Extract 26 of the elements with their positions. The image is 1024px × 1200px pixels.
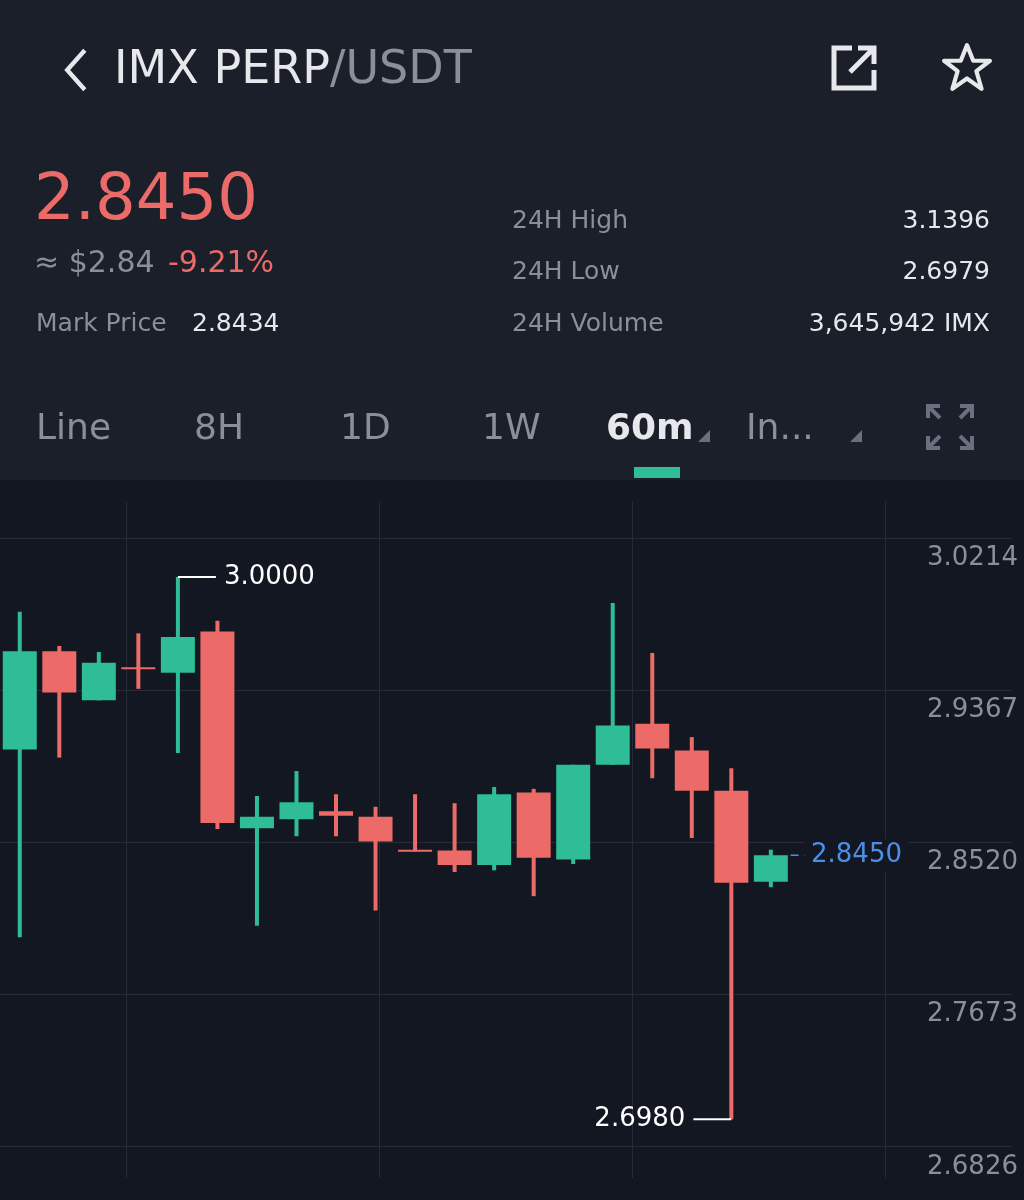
y-tick-label: 2.8520 (927, 845, 1018, 876)
ref-line-label: 2.8450 (811, 838, 902, 869)
y-tick-label: 2.6826 (927, 1149, 1018, 1180)
text: 2.8450 (34, 160, 258, 234)
annotation: 3.0000 (223, 559, 315, 590)
text: 1D (340, 406, 391, 447)
text: 2.6979 (902, 256, 990, 285)
y-tick-label: 2.9367 (927, 693, 1018, 724)
annotation: 2.6980 (594, 1101, 686, 1132)
text: 24H Low (512, 256, 620, 285)
text: Line (36, 406, 112, 447)
text: 8H (194, 406, 244, 447)
text: 3,645,942 IMX (808, 308, 990, 337)
text: 24H Volume (512, 308, 664, 337)
text: Mark Price (36, 308, 167, 337)
chart-title: IMX PERP/USDT (114, 40, 472, 94)
text: 2.8434 (192, 308, 280, 337)
text: 60m (606, 406, 694, 447)
text: ≈ $2.84 (34, 244, 155, 279)
text: 1W (482, 406, 541, 447)
text: -9.21% (168, 244, 275, 279)
text: 3.1396 (902, 205, 990, 234)
text: In... (746, 406, 814, 447)
text: 24H High (512, 205, 629, 234)
y-tick-label: 3.0214 (927, 541, 1018, 572)
y-tick-label: 2.7673 (927, 997, 1018, 1028)
